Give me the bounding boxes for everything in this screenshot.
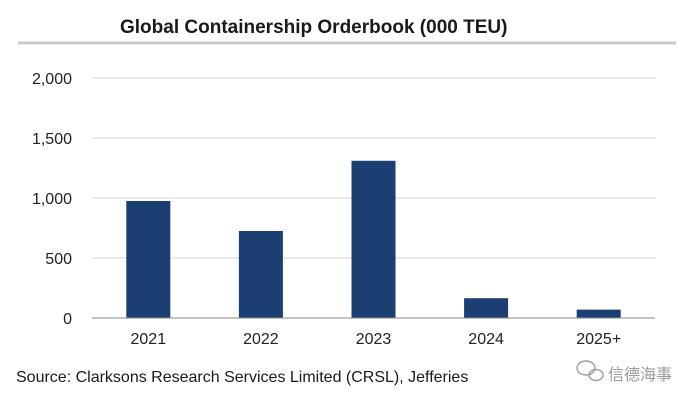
bar-2025-plus [576, 309, 621, 318]
bar-2024 [464, 298, 509, 318]
watermark: 信德海事 [576, 360, 672, 384]
y-tick-label: 2,000 [32, 71, 72, 88]
chart-title: Global Containership Orderbook (000 TEU) [120, 17, 507, 38]
source-note: Source: Clarksons Research Services Limi… [16, 369, 468, 386]
y-tick-label: 0 [63, 311, 72, 328]
watermark-text: 信德海事 [608, 365, 672, 384]
bar-2021 [126, 201, 171, 318]
y-axis-ticks: 0 500 1,000 1,500 2,000 [32, 71, 72, 328]
x-tick-label: 2023 [356, 331, 392, 348]
y-tick-label: 1,000 [32, 191, 72, 208]
y-tick-label: 1,500 [32, 131, 72, 148]
bar-2022 [238, 231, 283, 318]
wechat-icon [576, 360, 604, 382]
bar-2023 [351, 160, 396, 318]
x-tick-label: 2022 [243, 331, 279, 348]
bars [126, 160, 621, 318]
x-axis-ticks: 2021 2022 2023 2024 2025+ [131, 331, 622, 348]
x-tick-label: 2021 [131, 331, 167, 348]
y-tick-label: 500 [45, 251, 72, 268]
x-tick-label: 2024 [468, 331, 504, 348]
x-tick-label: 2025+ [576, 331, 621, 348]
